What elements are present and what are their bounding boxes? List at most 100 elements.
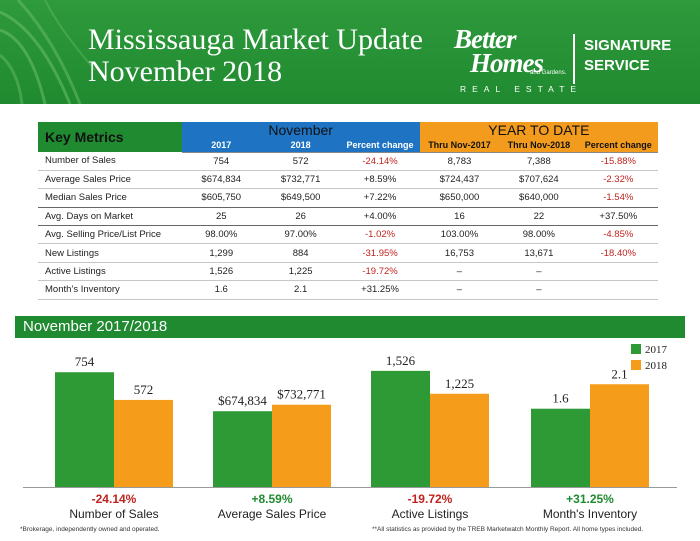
chart-section-header: November 2017/2018 (15, 316, 685, 338)
table-cell: 1,225 (260, 262, 341, 282)
bar-value-label: 2.1 (611, 366, 627, 381)
bar-2018 (590, 384, 649, 487)
page-subtitle: November 2018 (88, 55, 283, 88)
table-cell: -15.88% (578, 152, 658, 171)
table-cell: 16,753 (419, 243, 500, 263)
table-cell: $650,000 (419, 188, 500, 208)
metric-label: Number of Sales (38, 152, 182, 171)
logo-divider (573, 34, 575, 84)
table-cell: 97.00% (260, 225, 341, 245)
brand-logo-better: Better (454, 24, 516, 54)
bar-2018 (272, 404, 331, 487)
table-cell: $674,834 (181, 170, 261, 190)
bar-2017 (371, 370, 430, 487)
bar-value-label: $674,834 (218, 393, 267, 408)
change-label: +8.59% (251, 492, 292, 506)
key-metrics-header: Key Metrics (38, 122, 182, 152)
bar-value-label: $732,771 (277, 387, 326, 402)
page-title: Mississauga Market Update (88, 23, 423, 56)
col-header: Thru Nov-2017 (419, 138, 500, 153)
brand-logo-gardens: and Gardens. (530, 70, 567, 76)
table-row: Month’s Inventory 1.6 2.1 +31.25% – – (38, 280, 658, 300)
table-cell: 16 (419, 207, 500, 227)
signature-label: SIGNATURE (584, 37, 672, 54)
metric-label: New Listings (38, 243, 182, 263)
bar-value-label: 1,225 (445, 376, 474, 391)
key-metrics-table: Key Metrics November YEAR TO DATE 2017 2… (38, 122, 658, 300)
table-cell: -31.95% (340, 243, 420, 263)
table-cell: 572 (260, 152, 341, 171)
col-header: Thru Nov-2018 (499, 138, 579, 153)
table-row: Median Sales Price $605,750 $649,500 +7.22%… (38, 188, 658, 208)
table-cell: $640,000 (499, 188, 579, 208)
table-cell: – (499, 262, 579, 282)
table-cell: – (419, 262, 500, 282)
table-subheader-row: 2017 2018 Percent change Thru Nov-2017 T… (38, 138, 658, 153)
table-row: Active Listings 1,526 1,225 -19.72% – – (38, 262, 658, 282)
table-cell: 754 (181, 152, 261, 171)
table-row: New Listings 1,299 884 -31.95% 16,753 13,671-… (38, 243, 658, 263)
legend-swatch (631, 344, 641, 354)
table-cell: -1.02% (340, 225, 420, 245)
table-cell: -4.85% (578, 225, 658, 245)
metric-label: Avg. Days on Market (38, 207, 182, 227)
category-tick-label: Number of Sales (69, 507, 158, 521)
bar-2018 (114, 399, 173, 487)
table-cell: $649,500 (260, 188, 341, 208)
table-row: Number of Sales 754 572 -24.14% 8,783 7,388 -1… (38, 152, 658, 171)
bar-2017 (55, 372, 114, 487)
bar-2017 (213, 411, 272, 487)
chart-section-title: November 2017/2018 (23, 318, 168, 335)
brand-logo-real-estate: REAL ESTATE (460, 84, 583, 94)
table-cell: 8,783 (419, 152, 500, 171)
table-cell: 2.1 (260, 280, 341, 300)
footnote-statistics: **All statistics as provided by the TREB… (372, 526, 644, 533)
bar-value-label: 572 (134, 382, 154, 397)
metric-label: Average Sales Price (38, 170, 182, 190)
header-banner: Mississauga Market Update November 2018 … (0, 0, 700, 104)
table-cell: +37.50% (578, 207, 658, 227)
table-cell: -24.14% (340, 152, 420, 171)
table-cell: – (499, 280, 579, 300)
table-cell: -1.54% (578, 188, 658, 208)
col-header: 2018 (260, 138, 341, 153)
table-cell: 13,671 (499, 243, 579, 263)
col-header: Percent change (340, 138, 420, 153)
col-header: Percent change (578, 138, 658, 153)
table-cell: 1,299 (181, 243, 261, 263)
table-cell: +7.22% (340, 188, 420, 208)
table-cell: +31.25% (340, 280, 420, 300)
table-cell: 98.00% (181, 225, 261, 245)
ytd-group-header: YEAR TO DATE (419, 122, 658, 138)
table-cell: 25 (181, 207, 261, 227)
service-label: SERVICE (584, 57, 650, 74)
table-group-header-row: Key Metrics November YEAR TO DATE (38, 122, 658, 152)
leaf-pattern-graphic (0, 0, 96, 104)
table-cell: $732,771 (260, 170, 341, 190)
table-cell: -18.40% (578, 243, 658, 263)
bar-value-label: 1,526 (386, 353, 416, 368)
table-cell: 884 (260, 243, 341, 263)
table-cell: $707,624 (499, 170, 579, 190)
table-cell: – (419, 280, 500, 300)
november-group-header: November (181, 122, 420, 138)
legend-label: 2017 (645, 344, 668, 356)
brand-logo-homes: Homes (470, 48, 544, 78)
change-label: -24.14% (92, 492, 137, 506)
change-label: +31.25% (566, 492, 614, 506)
table-cell: +8.59% (340, 170, 420, 190)
table-row: Average Sales Price $674,834 $732,771 +8.59… (38, 170, 658, 190)
table-cell: 1.6 (181, 280, 261, 300)
legend-label: 2018 (645, 360, 668, 372)
metric-label: Active Listings (38, 262, 182, 282)
bar-value-label: 1.6 (552, 391, 569, 406)
bar-2017 (531, 408, 590, 487)
table-cell: $605,750 (181, 188, 261, 208)
metric-label: Median Sales Price (38, 188, 182, 208)
bar-value-label: 754 (75, 354, 95, 369)
col-header: 2017 (181, 138, 261, 153)
category-tick-label: Active Listings (392, 507, 469, 521)
change-label: -19.72% (408, 492, 453, 506)
table-cell: +4.00% (340, 207, 420, 227)
table-cell (578, 262, 658, 282)
